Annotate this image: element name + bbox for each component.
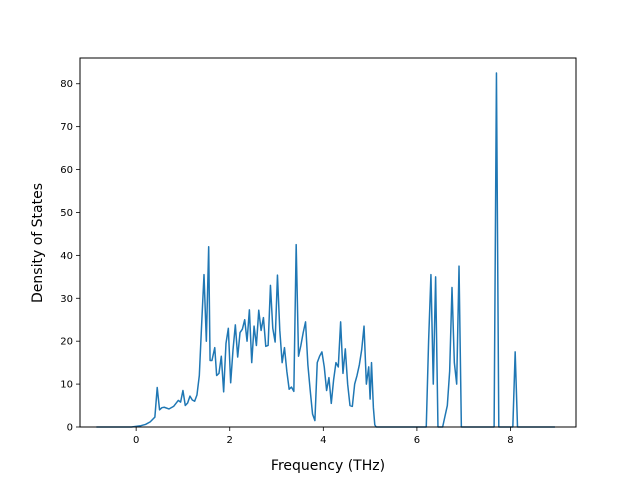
- x-axis-ticks: 0 2 4 6 8: [133, 427, 514, 446]
- y-tick-label: 40: [60, 251, 73, 262]
- y-tick-label: 10: [60, 380, 73, 391]
- y-tick-label: 80: [60, 79, 73, 90]
- x-axis-label: Frequency (THz): [271, 458, 385, 474]
- plot-frame: [79, 57, 577, 428]
- y-tick-label: 70: [60, 122, 73, 133]
- y-tick-label: 0: [67, 423, 73, 434]
- y-axis-ticks: 0 10 20 30 40 50 60 70 80: [60, 79, 80, 434]
- dos-series-line-0: [96, 72, 555, 428]
- y-axis-label: Density of States: [30, 183, 46, 303]
- x-tick-label: 2: [227, 435, 233, 446]
- x-tick-label: 6: [414, 435, 420, 446]
- y-tick-label: 60: [60, 165, 73, 176]
- y-tick-label: 50: [60, 208, 73, 219]
- plot-area: [79, 57, 577, 428]
- x-tick-label: 0: [133, 435, 139, 446]
- x-tick-label: 4: [320, 435, 326, 446]
- y-tick-label: 30: [60, 294, 73, 305]
- x-tick-label: 8: [507, 435, 513, 446]
- y-tick-label: 20: [60, 337, 73, 348]
